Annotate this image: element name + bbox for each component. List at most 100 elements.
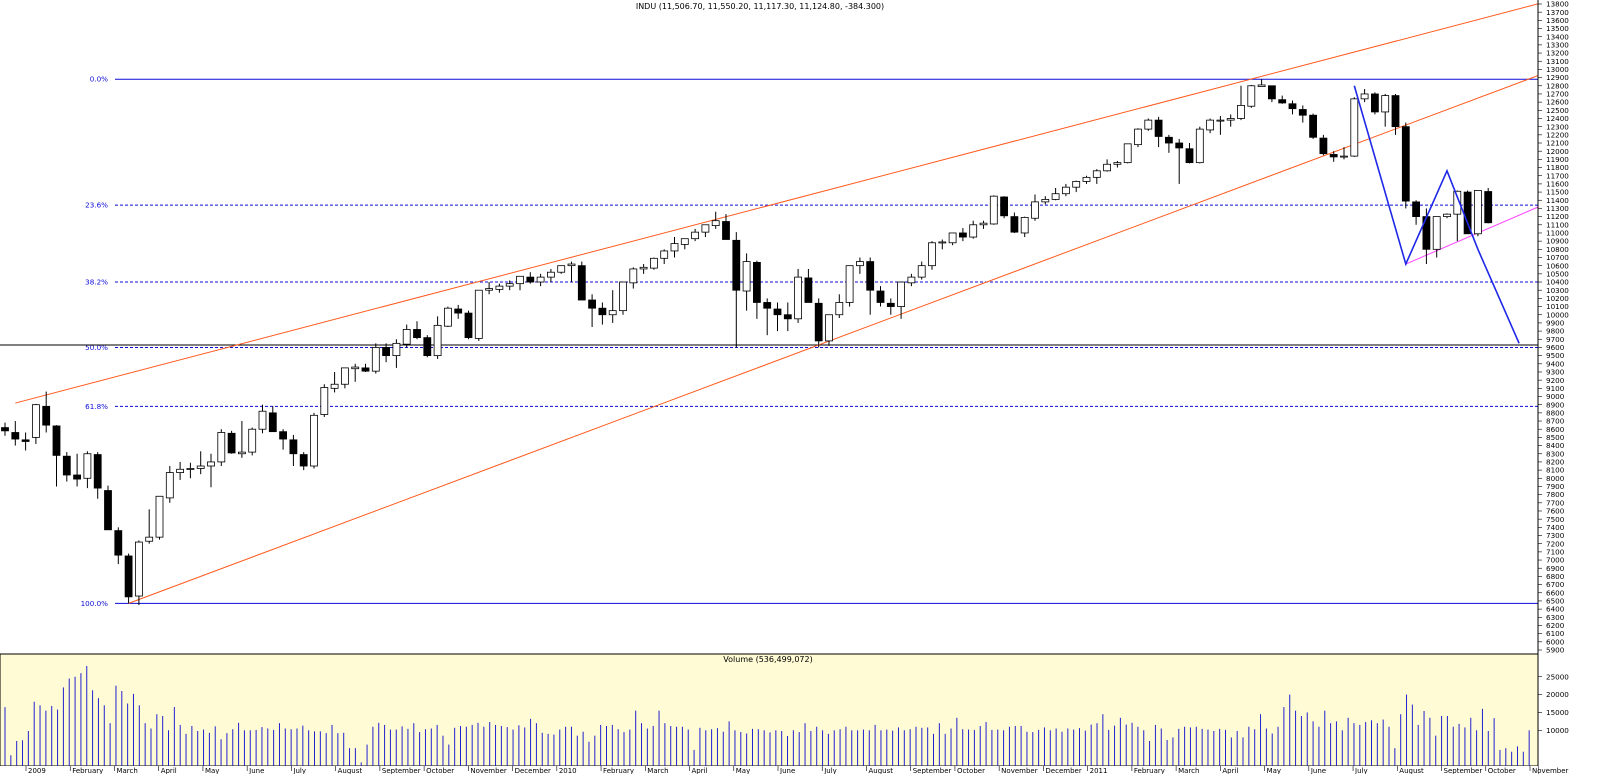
candle <box>1484 187 1493 224</box>
candle-body-down <box>588 299 596 309</box>
candle <box>474 289 483 341</box>
candle-body-up <box>536 276 545 283</box>
x-tick-label: September <box>382 767 421 774</box>
x-tick-label: September <box>913 767 952 774</box>
price-tick-label: 8500 <box>1546 433 1565 442</box>
candle <box>1350 97 1359 157</box>
candle-body-up <box>217 432 226 463</box>
candle <box>423 335 432 358</box>
candle-body-down <box>104 490 112 531</box>
candle-body-up <box>928 242 936 267</box>
candle-body-up <box>186 468 195 470</box>
price-tick-label: 11300 <box>1546 204 1569 213</box>
candle <box>134 540 143 606</box>
candle-body-up <box>1062 186 1070 195</box>
candle-body-up <box>1206 119 1214 131</box>
candle-body-up <box>907 276 916 284</box>
price-tick-label: 11800 <box>1546 163 1569 172</box>
price-tick-label: 8000 <box>1546 474 1565 483</box>
x-tick-label: July <box>1354 767 1368 774</box>
candle <box>464 310 473 340</box>
candle-body-up <box>948 232 957 244</box>
candle-body-down <box>299 454 308 467</box>
price-tick-label: 12500 <box>1546 106 1569 115</box>
x-tick-label: April <box>161 767 177 774</box>
price-tick-label: 12700 <box>1546 90 1569 99</box>
candle-body-down <box>1165 136 1173 144</box>
price-tick-label: 10000 <box>1546 310 1569 319</box>
fib-level-label: 0.0% <box>90 75 108 84</box>
price-tick-label: 13300 <box>1546 40 1569 49</box>
candle <box>402 324 411 348</box>
candle-body-down <box>62 455 71 476</box>
candle-body-up <box>938 241 947 244</box>
candle-body-up <box>1340 155 1348 158</box>
volume-tick-label: 20000 <box>1546 690 1569 699</box>
candle-body-up <box>248 428 257 453</box>
x-tick-label: December <box>1045 767 1081 774</box>
price-tick-label: 11200 <box>1546 212 1569 221</box>
candle-body-up <box>1195 128 1204 164</box>
candle <box>73 453 81 487</box>
price-tick-label: 7900 <box>1546 482 1565 491</box>
candle <box>207 453 215 488</box>
candle-body-up <box>1443 213 1451 218</box>
price-tick-label: 11400 <box>1546 196 1569 205</box>
price-tick-label: 6000 <box>1546 637 1565 646</box>
candle <box>1031 194 1039 221</box>
candle <box>1443 213 1451 219</box>
candle-body-up <box>516 275 524 285</box>
candle <box>1123 143 1132 164</box>
price-tick-label: 11000 <box>1546 229 1569 238</box>
candle-body-down <box>814 302 823 342</box>
candle-body-up <box>155 495 164 538</box>
candle-body-up <box>969 224 978 238</box>
candle-body-up <box>1226 118 1235 121</box>
candle <box>320 384 329 417</box>
price-tick-label: 7200 <box>1546 539 1565 548</box>
candle <box>1309 113 1317 139</box>
x-tick-label: December <box>515 767 551 774</box>
candle <box>557 265 566 274</box>
price-tick-label: 10400 <box>1546 278 1569 287</box>
price-tick-label: 8300 <box>1546 449 1565 458</box>
candle <box>1154 116 1163 148</box>
candle-body-down <box>598 307 607 316</box>
candle <box>742 253 751 311</box>
candle-body-up <box>1041 199 1050 203</box>
candle <box>969 220 978 239</box>
candle <box>145 509 154 544</box>
candle-body-up <box>165 472 174 499</box>
candle-body-down <box>464 312 473 339</box>
x-tick-label: 2010 <box>559 767 577 774</box>
candle-body-up <box>1092 170 1101 178</box>
candle-body-up <box>608 310 617 316</box>
right-axis-background <box>1538 0 1600 774</box>
candle <box>42 391 51 433</box>
candle <box>711 211 720 229</box>
candle-body-down <box>1 427 9 432</box>
candle-body-up <box>1257 84 1266 87</box>
x-tick-label: August <box>338 767 363 774</box>
price-tick-label: 10800 <box>1546 245 1569 254</box>
candle-body-up <box>1247 85 1256 107</box>
candle <box>608 290 617 323</box>
price-tick-label: 5900 <box>1546 646 1565 655</box>
price-tick-label: 10900 <box>1546 237 1569 246</box>
candle-body-down <box>1278 99 1287 104</box>
candle <box>639 264 648 274</box>
candle <box>93 452 102 499</box>
candle-body-down <box>1298 109 1307 116</box>
candle-body-up <box>917 265 926 278</box>
candle-body-down <box>1319 137 1328 155</box>
x-tick-label: February <box>72 767 103 774</box>
candle <box>1340 147 1348 160</box>
candle <box>701 224 710 238</box>
candle <box>1175 138 1184 184</box>
candle-body-up <box>474 289 483 339</box>
candle-body-down <box>804 277 813 303</box>
candle <box>1288 100 1297 115</box>
candle <box>21 432 30 451</box>
candle-body-up <box>897 281 905 307</box>
x-axis-background <box>0 766 1538 774</box>
